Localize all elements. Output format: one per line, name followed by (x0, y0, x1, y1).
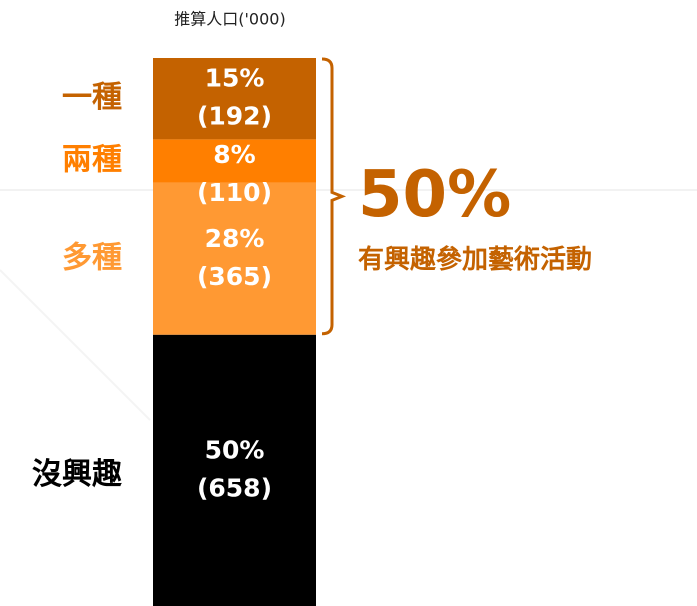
legend-label: 兩種 (62, 143, 122, 178)
bracket (321, 57, 347, 336)
value-label: 50% (205, 435, 265, 464)
legend-label: 沒興趣 (32, 457, 122, 492)
population-label: (110) (197, 178, 272, 207)
population-label: (192) (197, 102, 272, 131)
value-label: 15% (205, 64, 265, 93)
value-label: 28% (205, 224, 265, 253)
bar-segment (153, 334, 316, 606)
annotation-value: 50% (358, 158, 511, 232)
y-label: 推算人口('000) (174, 10, 285, 29)
bg-line (0, 269, 151, 421)
population-label: (658) (197, 473, 272, 502)
population-label: (365) (197, 262, 272, 291)
bar-segment (153, 58, 316, 140)
value-label: 8% (213, 140, 255, 169)
annotation-text: 有興趣參加藝術活動 (358, 244, 592, 275)
bar-segment (153, 139, 316, 183)
legend-label: 一種 (62, 80, 122, 115)
bar-segment (153, 182, 316, 335)
legend-label: 多種 (62, 240, 122, 275)
